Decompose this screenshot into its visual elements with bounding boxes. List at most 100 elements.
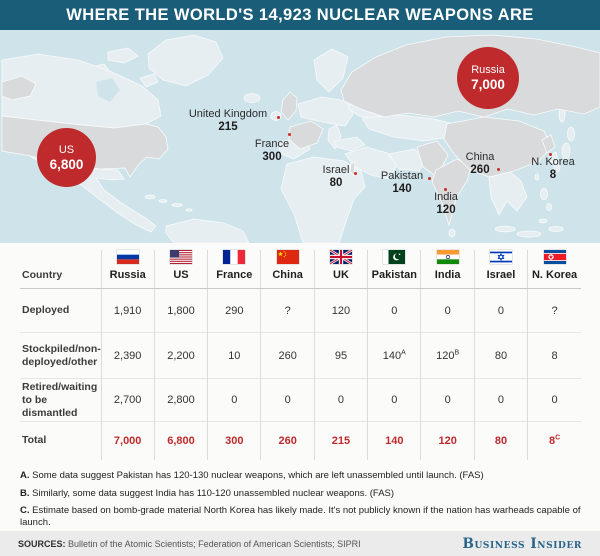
marker-dot-pakistan — [428, 177, 431, 180]
title-bar: WHERE THE WORLD'S 14,923 NUCLEAR WEAPONS… — [0, 0, 600, 30]
column-header-pakistan: Pakistan — [367, 250, 421, 289]
column-header-label: UK — [333, 269, 349, 281]
row-label-stockpiled: Stockpiled/non-deployed/other — [20, 332, 101, 379]
us-bubble-count: 6,800 — [49, 156, 84, 172]
table-row-stockpiled: Stockpiled/non-deployed/other 2,390 2,200 1… — [20, 332, 581, 379]
cell-total-china: 260 — [260, 421, 315, 460]
column-header-label: India — [434, 269, 461, 281]
map-label-count: 300 — [262, 151, 282, 163]
map-label-count: 120 — [436, 204, 456, 216]
row-label-retired: Retired/waiting to be dismantled — [20, 378, 101, 422]
map-label-count: 8 — [549, 169, 557, 181]
marker-dot-india — [444, 188, 447, 191]
world-map-section: US 6,800 Russia 7,000 United Kingdom 215 F… — [0, 30, 600, 243]
footnote-c: C. Estimate based on bomb-grade material… — [20, 505, 582, 529]
cell-deployed-china: ? — [260, 288, 315, 333]
russia-bubble: Russia 7,000 — [457, 47, 519, 109]
column-header-label: Pakistan — [371, 269, 417, 281]
map-label-france: France 300 — [255, 138, 289, 164]
us-bubble: US 6,800 — [37, 128, 96, 187]
cell-stockpiled-china: 260 — [260, 332, 315, 379]
cell-deployed-us: 1,800 — [153, 288, 208, 333]
sources-line: SOURCES: Bulletin of the Atomic Scientis… — [18, 539, 361, 549]
footnote-b: B. Similarly, some data suggest India ha… — [20, 488, 582, 500]
table-row-total: Total 7,000 6,800 300 260 215 140 120 80 8C — [20, 421, 581, 460]
flag-china — [261, 250, 313, 264]
cell-retired-uk: 0 — [313, 378, 368, 422]
map-label-india: India 120 — [434, 191, 458, 217]
column-header-label: France — [216, 269, 253, 281]
table-row-deployed: Deployed 1,910 1,800 290? 120 0 0 0? — [20, 288, 581, 333]
cell-stockpiled-israel: 80 — [473, 332, 528, 379]
russia-bubble-count: 7,000 — [471, 77, 505, 92]
column-header-nkorea: N. Korea — [527, 250, 581, 289]
map-label-country: China — [465, 151, 495, 163]
footnotes: A. Some data suggest Pakistan has 120-13… — [20, 470, 582, 535]
cell-total-pakistan: 140 — [367, 421, 421, 460]
map-label-count: 80 — [329, 177, 343, 189]
cell-deployed-israel: 0 — [473, 288, 528, 333]
map-label-pakistan: Pakistan 140 — [381, 170, 423, 196]
map-label-country: India — [434, 191, 458, 203]
sources-label: SOURCES: — [18, 538, 66, 549]
cell-total-france: 300 — [207, 421, 261, 460]
flag-france — [208, 250, 260, 264]
cell-stockpiled-russia: 2,390 — [100, 332, 155, 379]
footer-bar: SOURCES: Bulletin of the Atomic Scientis… — [0, 531, 600, 556]
cell-retired-pakistan: 0 — [367, 378, 421, 422]
row-label-deployed: Deployed — [22, 304, 70, 316]
cell-total-israel: 80 — [473, 421, 528, 460]
column-header-label: Israel — [486, 269, 516, 281]
footnote-text: Similarly, some data suggest India has 1… — [32, 487, 395, 499]
cell-retired-nkorea: 0 — [527, 378, 581, 422]
column-header-label: Russia — [109, 269, 146, 281]
marker-dot-israel — [354, 172, 357, 175]
cell-total-us: 6,800 — [153, 421, 208, 460]
cell-stockpiled-india: 120B — [420, 332, 475, 379]
marker-dot-nkorea — [549, 153, 552, 156]
marker-dot-china — [497, 168, 500, 171]
map-label-country: Israel — [322, 164, 350, 176]
map-label-count: 260 — [470, 164, 490, 176]
cell-retired-france: 0 — [207, 378, 261, 422]
cell-total-nkorea: 8C — [527, 421, 581, 460]
cell-stockpiled-pakistan: 140A — [367, 332, 421, 379]
column-header-france: France — [207, 250, 261, 289]
flag-nkorea — [528, 250, 581, 264]
map-label-uk: United Kingdom 215 — [189, 108, 267, 134]
flag-israel — [475, 250, 527, 264]
russia-bubble-country: Russia — [471, 64, 505, 76]
cell-deployed-uk: 120 — [313, 288, 368, 333]
footnote-text: Estimate based on bomb-grade material No… — [20, 505, 581, 528]
cell-retired-israel: 0 — [473, 378, 528, 422]
map-label-china: China 260 — [466, 151, 495, 177]
cell-total-india: 120 — [420, 421, 475, 460]
row-label-total: Total — [20, 421, 101, 460]
sources-text: Bulletin of the Atomic Scientists; Feder… — [68, 538, 361, 549]
cell-stockpiled-france: 10 — [207, 332, 261, 379]
map-label-nkorea: N. Korea 8 — [531, 156, 574, 182]
column-header-us: US — [153, 250, 208, 289]
flag-pakistan — [368, 250, 420, 264]
column-header-china: China — [260, 250, 315, 289]
cell-stockpiled-us: 2,200 — [153, 332, 208, 379]
flag-india — [421, 250, 473, 264]
marker-dot-france — [288, 133, 291, 136]
map-label-country: United Kingdom — [188, 108, 268, 120]
cell-deployed-nkorea: ? — [527, 288, 581, 333]
cell-stockpiled-nkorea: 8 — [527, 332, 581, 379]
cell-stockpiled-uk: 95 — [313, 332, 368, 379]
weapons-table-section: Country Russia US France China UK Pakistan Indi… — [20, 250, 581, 460]
footnote-prefix: C. — [20, 505, 30, 516]
column-header-label: China — [272, 269, 303, 281]
map-label-count: 140 — [392, 183, 412, 195]
business-insider-logo: Business Insider — [462, 535, 582, 552]
flag-russia — [102, 250, 154, 264]
us-bubble-country: US — [58, 143, 75, 156]
cell-retired-russia: 2,700 — [100, 378, 155, 422]
cell-deployed-pakistan: 0 — [367, 288, 421, 333]
column-header-israel: Israel — [473, 250, 528, 289]
map-label-israel: Israel 80 — [323, 164, 350, 190]
cell-retired-india: 0 — [420, 378, 475, 422]
cell-deployed-russia: 1,910 — [100, 288, 155, 333]
